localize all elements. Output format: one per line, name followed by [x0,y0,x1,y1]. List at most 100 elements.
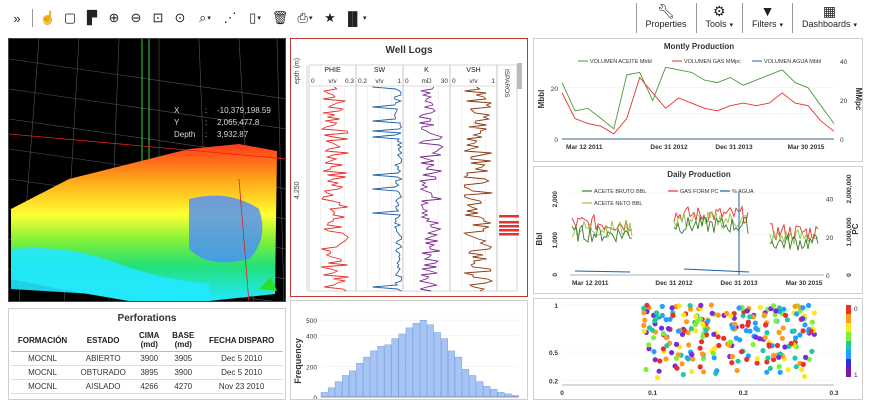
scatter-point [777,369,783,375]
view-3d-canvas[interactable]: X : -10,379,198.59 Y : 2,065,477.8 Depth… [9,39,286,302]
scatter-point [652,357,658,363]
scatter-point [667,316,673,322]
scatter-point [773,308,779,314]
expand-icon[interactable]: » [13,10,21,26]
scatter-point [776,354,782,360]
histogram-bar [370,350,378,398]
extra-track-frame [496,64,518,292]
well-logs-canvas[interactable]: epth (m) 4,250 PHIE 0 v/v 0.3 SW 0.2 v/v 1 K 0 mD 30 V… [291,39,528,297]
y-value: 2,065,477.8 [217,118,260,127]
track-unit: v/v [375,78,384,85]
scatter-point [793,335,799,341]
col-fecha[interactable]: FECHA DISPARO [200,329,283,352]
wrench-icon: 🔧︎ [657,3,675,19]
scatter-point [764,369,770,375]
monthly-production-canvas[interactable]: Montly Production Mbbl MMpc 0 20 0 20 40 Mar 12 … [534,39,863,162]
histogram-bar [349,370,356,398]
scatter-point [714,368,720,374]
track-name: VSH [466,67,480,74]
scatter-point [744,308,750,314]
histogram-bar [462,369,470,398]
table-row[interactable]: MOCNL ABIERTO 3900 3905 Dec 5 2010 [11,351,283,366]
daily-series-line [673,210,749,230]
properties-button[interactable]: 🔧︎ Properties [635,3,696,33]
histogram-canvas[interactable]: Frequency 0 200 400 500 [291,301,528,400]
daily-series-line [571,224,633,244]
track-min: 0.2 [358,78,367,85]
scatter-point [686,342,692,348]
cell: AISLADO [74,379,133,394]
layers-icon[interactable]: ▛ [87,10,97,25]
histogram-bar [342,375,349,398]
histogram-bar [448,350,456,398]
well-logs-panel: Well Logs epth (m) 4,250 PHIE 0 v/v 0.3 SW 0.2 v… [290,38,528,297]
track-name: PHIE [324,67,341,74]
monthly-y2tick: 0 [840,137,844,144]
scatter-canvas[interactable]: 0.2 0.5 1 0 0.1 0.2 0.3 0 1 [534,299,863,400]
table-row[interactable]: MOCNL AISLADO 4266 4270 Nov 23 2010 [11,379,283,394]
monthly-xtick: Dec 31 2012 [650,144,688,151]
scatter-xtick: 0.2 [739,390,748,397]
cell: MOCNL [11,365,75,380]
scatter-point [800,305,806,311]
add-layer-icon[interactable]: ▯ ▾ [249,10,261,25]
x-value: -10,379,198.59 [217,106,271,115]
scatter-point [791,328,797,334]
dashboards-button[interactable]: ▦ Dashboards ▾ [792,3,866,33]
scatter-point [660,330,667,337]
zoom-extent-icon[interactable]: ⊙ [174,10,186,25]
daily-xtick: Mar 12 2011 [572,280,609,287]
scatter-point [679,361,685,367]
monthly-y2tick: 20 [840,98,848,105]
monthly-xtick: Mar 12 2011 [566,144,603,151]
hand-icon[interactable]: ☝ [39,10,57,25]
chart-icon[interactable]: ▐▌ ▾ [343,10,367,26]
daily-production-canvas[interactable]: Daily Production Bbl PC 0 1,000 2,000 0 20 40 0 1,… [534,167,863,294]
scatter-point [715,334,721,340]
daily-y2tick: 20 [826,235,834,242]
zoom-box-icon[interactable]: ⊡ [152,10,164,25]
perforation-marker [499,229,519,232]
scatter-point [697,345,703,351]
scatter-point [657,358,663,364]
scrollbar [517,63,522,89]
scatter-point [653,310,660,316]
zoom-out-icon[interactable]: ⊖ [130,10,142,25]
filters-button[interactable]: ▼ Filters ▾ [742,3,792,33]
scatter-point [774,342,781,349]
col-cima[interactable]: CIMA (md) [132,329,167,352]
scatter-point [793,364,799,370]
tools-button[interactable]: ⚙ Tools ▾ [695,3,742,33]
zoom-in-icon[interactable]: ⊕ [108,10,120,25]
daily-ylabel: Bbl [535,233,544,246]
scatter-point [685,330,691,336]
scatter-point [683,319,690,325]
col-formacion[interactable]: FORMACIÓN [11,329,75,352]
rss-icon[interactable]: ⋰ [223,10,237,25]
query-icon[interactable]: ⌕ ▾ [199,10,211,25]
scatter-point [716,342,722,349]
col-estado[interactable]: ESTADO [74,329,133,352]
daily-xtick: Dec 31 2012 [655,280,693,287]
track-max: 30 [441,78,449,85]
colorbar-segment [846,314,851,323]
print-icon[interactable]: ⎙ ▾ [297,10,313,25]
dashboards-label: Dashboards [802,19,851,29]
table-row[interactable]: MOCNL OBTURADO 3895 3900 Dec 5 2010 [11,365,283,380]
col-base[interactable]: BASE (md) [166,329,201,352]
scatter-point [663,317,669,323]
scatter-point [673,341,680,347]
scatter-point [770,352,776,359]
cell: MOCNL [11,351,75,366]
copy-icon[interactable]: ▢ [63,10,77,25]
extra-track-name: ISPAROS [503,69,510,98]
view-3d-panel[interactable]: X : -10,379,198.59 Y : 2,065,477.8 Depth… [8,38,286,302]
delete-icon[interactable]: 🗑︎ [271,10,289,25]
daily-title: Daily Production [667,170,731,179]
scatter-point [727,339,733,345]
x-colon: : [205,106,207,115]
cell: 3895 [132,365,167,380]
scatter-point [688,326,694,332]
favorite-icon[interactable]: ★ [324,10,336,25]
toolbar-left: » ☝ ▢ ▛ ⊕ ⊖ ⊡ ⊙ ⌕ ▾ ⋰ ▯ ▾ 🗑︎ ⎙ ▾ ★ ▐▌ ▾ [6,8,369,28]
